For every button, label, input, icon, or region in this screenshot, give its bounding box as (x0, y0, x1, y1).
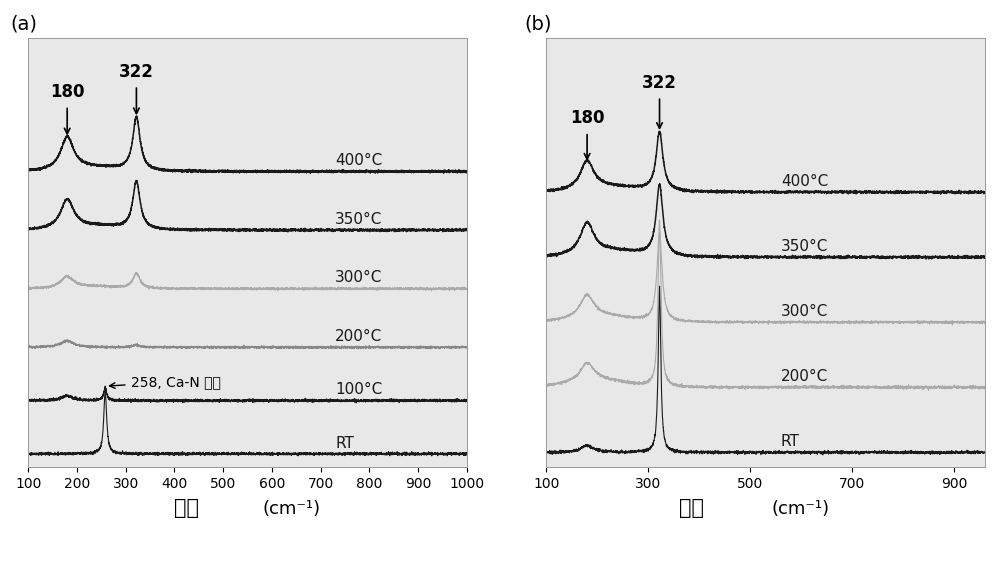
Text: (b): (b) (524, 15, 552, 34)
Text: 322: 322 (642, 73, 677, 91)
Text: 200°C: 200°C (781, 369, 828, 384)
Text: 100°C: 100°C (335, 382, 383, 398)
Text: 258, Ca-N 振动: 258, Ca-N 振动 (110, 375, 220, 389)
Text: RT: RT (781, 434, 800, 449)
Text: 350°C: 350°C (335, 212, 383, 227)
Text: 400°C: 400°C (335, 153, 383, 168)
Text: 波数: 波数 (679, 498, 704, 519)
Text: (a): (a) (11, 15, 38, 34)
Text: 波数: 波数 (174, 498, 199, 519)
Text: 200°C: 200°C (335, 329, 383, 344)
Text: 400°C: 400°C (781, 173, 828, 189)
Text: 350°C: 350°C (781, 239, 828, 254)
Text: 180: 180 (50, 83, 84, 101)
Text: 300°C: 300°C (781, 304, 828, 319)
Text: 180: 180 (570, 109, 604, 127)
Text: (cm⁻¹): (cm⁻¹) (262, 501, 320, 519)
Text: 322: 322 (119, 63, 154, 81)
Text: (cm⁻¹): (cm⁻¹) (772, 501, 830, 519)
Text: RT: RT (335, 436, 354, 450)
Text: 300°C: 300°C (335, 271, 383, 286)
